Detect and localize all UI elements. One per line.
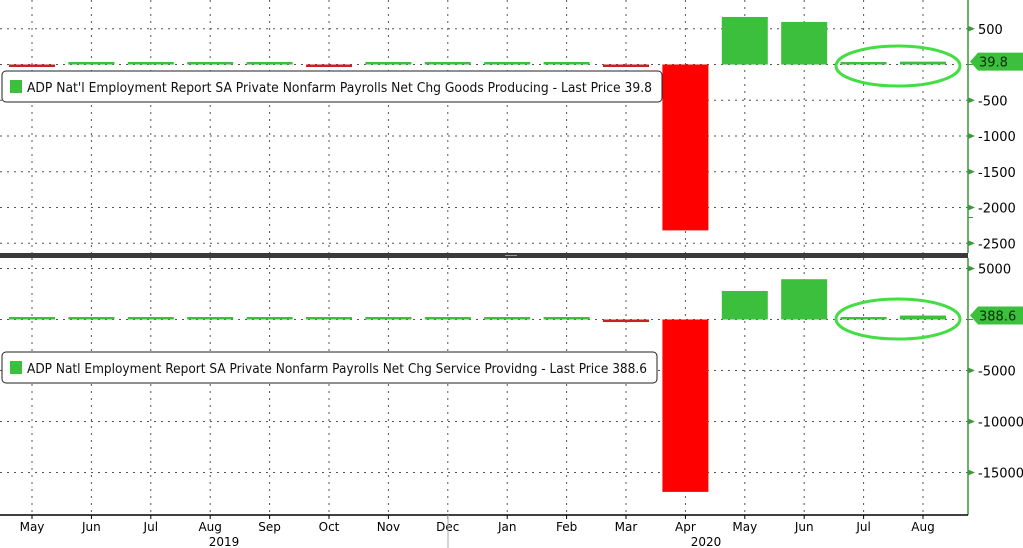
y-tick-label: -2500 [978,237,1016,252]
x-tick-label: Jun [794,520,814,534]
x-tick-label: Apr [675,520,696,534]
bar-aug-2019 [187,62,234,65]
bar-jul-2019 [127,317,174,320]
y-tick-marker [968,240,975,247]
last-price-tag [970,306,1023,325]
bar-may-2019 [9,64,55,67]
y-tick-marker [968,25,975,32]
x-tick-label: May [732,520,757,534]
y-tick-label: -10000 [978,416,1023,431]
y-tick-label: 5000 [978,263,1011,278]
bar-apr-2020 [662,319,709,492]
x-tick-label: Mar [615,520,638,534]
highlight-ellipse [834,297,962,341]
y-tick-label: -5000 [978,365,1016,380]
y-tick-marker [968,469,975,476]
legend-label: ADP Natl Employment Report SA Private No… [27,362,647,377]
bar-oct-2019 [306,64,352,67]
bar-jun-2020 [781,279,828,320]
bar-dec-2019 [424,317,471,320]
x-tick-label: Oct [319,520,340,534]
bar-sep-2019 [246,317,293,320]
panel-divider [0,253,968,258]
y-tick-label: -1500 [978,166,1016,181]
legend-swatch [10,80,22,93]
x-tick-label: Aug [911,520,934,534]
x-tick-label: Feb [556,520,577,534]
bar-oct-2019 [306,317,352,320]
bar-feb-2020 [543,62,590,65]
bar-may-2020 [721,290,768,320]
bar-may-2019 [9,317,55,320]
x-tick-label: Jun [81,520,101,534]
bar-jun-2019 [68,317,115,320]
y-tick-label: -500 [978,94,1008,109]
legend-label: ADP Nat'l Employment Report SA Private N… [27,81,652,96]
y-tick-label: -2000 [978,202,1016,217]
panel-service-providing: 5000 -5000 -10000 -15000 388.6 ADP Natl Emplo… [0,217,1023,515]
bar-may-2020 [721,16,768,65]
legend-swatch [10,361,22,374]
bar-jul-2020 [840,317,887,320]
x-tick-label: Jul [143,520,158,534]
bar-jun-2019 [68,62,115,65]
year-label-2020: 2020 [691,535,722,548]
legend-box [1,351,658,384]
panel-goods-producing: 500 -500 -1000 -1500 -2000 -2500 39.8 ADP Nat'l… [0,0,1023,253]
bar-aug-2020 [900,61,946,65]
x-tick-label: Jul [855,520,870,534]
last-price-label: 39.8 [979,56,1008,71]
highlight-ellipse [834,44,962,88]
bar-aug-2019 [187,317,234,320]
legend-box [1,70,663,103]
bar-jul-2020 [840,62,887,65]
bar-mar-2020 [603,319,649,323]
y-tick-label: -15000 [978,467,1023,482]
bar-apr-2020 [662,64,709,231]
last-price-tag [970,52,1023,71]
bar-feb-2020 [543,317,590,320]
bar-jul-2019 [127,62,174,65]
x-tick-label: Jan [497,520,517,534]
year-label-2019: 2019 [209,535,240,548]
x-tick-label: Aug [198,520,221,534]
y-tick-marker [968,265,975,272]
bar-jun-2020 [781,21,828,65]
x-tick-label: Nov [377,520,400,534]
bar-nov-2019 [365,62,412,65]
x-tick-label: Sep [258,520,281,534]
bar-mar-2020 [603,64,649,67]
bar-dec-2019 [424,62,471,65]
bar-jan-2020 [484,62,531,65]
y-tick-label: 500 [978,23,1003,38]
bar-jan-2020 [484,317,531,320]
bar-aug-2020 [900,315,946,320]
y-tick-label: -1000 [978,130,1016,145]
bar-sep-2019 [246,62,293,65]
bar-nov-2019 [365,317,412,320]
x-tick-label: May [20,520,45,534]
last-price-label: 388.6 [979,310,1016,325]
